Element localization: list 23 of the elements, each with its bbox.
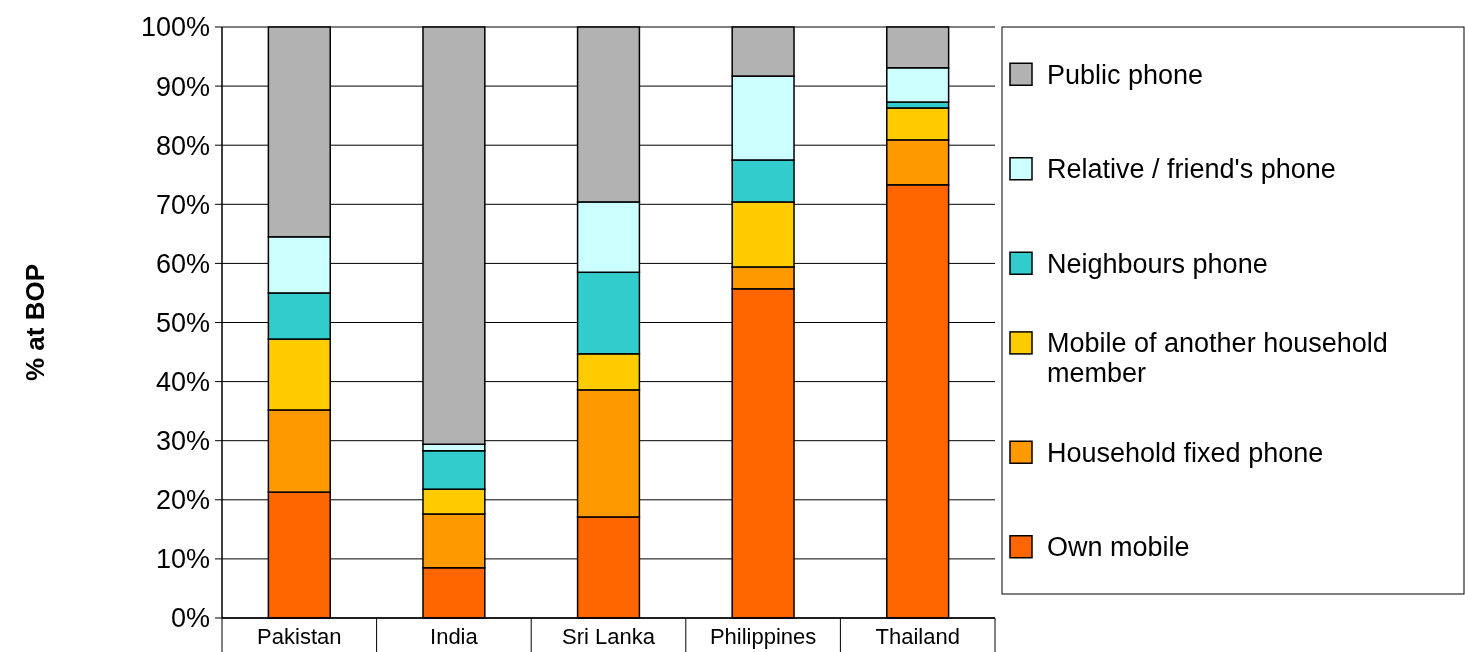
legend-label: Mobile of another household member <box>1047 328 1388 389</box>
legend-label: Own mobile <box>1047 532 1190 563</box>
y-tick-label: 50% <box>155 307 210 338</box>
y-axis-title: % at BOP <box>20 263 50 382</box>
x-tick-label: Pakistan <box>257 624 342 649</box>
y-tick-label: 10% <box>155 544 210 575</box>
x-tick-label: Thailand <box>875 624 960 649</box>
legend-label: Relative / friend's phone <box>1047 154 1336 185</box>
legend-label: Neighbours phone <box>1047 248 1268 279</box>
x-tick-label: Philippines <box>709 624 817 649</box>
y-tick-label: 90% <box>155 71 210 102</box>
y-tick-label: 70% <box>155 189 210 220</box>
legend-label: Household fixed phone <box>1047 437 1324 468</box>
legend-label: Public phone <box>1047 59 1204 90</box>
y-tick-label: 30% <box>155 426 210 457</box>
y-tick-label: 0% <box>170 603 210 634</box>
y-tick-label: 40% <box>155 367 210 398</box>
x-tick-label: India <box>430 624 479 649</box>
y-tick-label: 60% <box>155 248 210 279</box>
y-tick-label: 100% <box>140 12 210 43</box>
y-tick-label: 80% <box>155 130 210 161</box>
y-tick-label: 20% <box>155 485 210 516</box>
x-tick-label: Sri Lanka <box>562 624 656 649</box>
